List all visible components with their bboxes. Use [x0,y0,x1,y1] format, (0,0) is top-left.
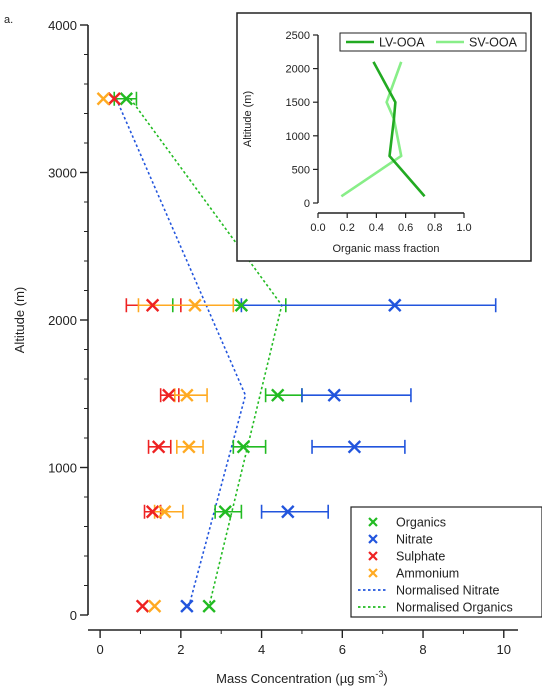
error-bar-nitrate [301,388,412,403]
legend-frame [350,506,542,618]
y-tick-label: 2000 [48,313,77,328]
legend-label: Sulphate [396,550,445,564]
marker-nitrate [180,599,194,613]
inset-chart: 0 500 1000 1500 2000 2500 0.0 0.2 0.4 0.6 0.8 1.0 Or… [236,12,532,262]
legend-item-organics: Organics [368,516,446,530]
inset-x-tick-label: 1.0 [456,222,471,234]
inset-line-lv-ooa [372,61,426,198]
y-tick-label: 0 [70,608,77,623]
x-tick-label: 0 [96,642,103,657]
legend-label: Normalised Nitrate [396,584,500,598]
legend-label: Normalised Organics [396,601,513,615]
marker-ammonium [188,298,202,312]
error-bar-nitrate [240,298,497,313]
panel-label: a. [4,14,13,26]
inset-y-tick-label: 0 [304,198,310,210]
legend-label: Nitrate [396,533,433,547]
marker-sulphate [151,440,166,454]
error-bar-nitrate [311,439,406,454]
y-tick-label: 1000 [48,461,77,476]
x-tick-label: 6 [339,642,346,657]
x-tick-label: 4 [258,642,265,657]
main-chart: 0 1000 2000 3000 4000 0 2 4 6 8 10 Mass Concentrati… [12,18,542,686]
inset-legend-item-lv-ooa: LV-OOA [346,36,425,50]
y-tick-label: 4000 [48,18,77,33]
y-tick-label: 3000 [48,166,77,181]
marker-sulphate [162,388,176,402]
marker-organics [202,599,216,613]
inset-legend-label: LV-OOA [379,36,425,50]
marker-ammonium [180,388,194,402]
inset-x-tick-label: 0.4 [369,222,384,234]
inset-x-tick-label: 0.6 [398,222,413,234]
inset-legend-item-sv-ooa: SV-OOA [436,36,518,50]
inset-lines [340,61,426,198]
inset-x-axis-label: Organic mass fraction [333,243,440,255]
marker-ammonium [147,599,162,613]
inset-frame [236,12,532,262]
x-axis-label: Mass Concentration (µg sm-3) [216,669,388,686]
x-tick-label: 2 [177,642,184,657]
marker-nitrate [281,505,295,519]
legend-marker [368,551,378,561]
marker-ammonium [182,440,196,454]
marker-organics [271,388,285,402]
marker-sulphate [145,298,160,312]
legend-label: Organics [396,516,446,530]
marker-organics [218,505,232,519]
legend-item-ammonium: Ammonium [368,567,459,581]
marker-organics [234,298,249,312]
main-legend: Organics Nitrate Sulphate Ammonium Normalise… [350,506,542,618]
legend-item-sulphate: Sulphate [368,550,445,564]
marker-nitrate [388,298,402,312]
inset-y-tick-label: 500 [292,164,310,176]
legend-item-normalised-organics: Normalised Organics [358,601,513,615]
inset-x-tick-label: 0.8 [427,222,442,234]
marker-nitrate [327,388,341,402]
y-axis-label: Altitude (m) [12,287,27,353]
marker-organics [119,92,134,106]
marker-sulphate [135,599,150,613]
data-markers [96,92,402,613]
inset-legend: LV-OOA SV-OOA [339,32,527,52]
inset-legend-label: SV-OOA [469,36,518,50]
inset-legend-frame [339,32,527,52]
error-bar-organics [232,439,267,454]
legend-item-normalised-nitrate: Normalised Nitrate [358,584,500,598]
main-axes: 0 1000 2000 3000 4000 0 2 4 6 8 10 Mass Concentrati… [12,18,518,686]
inset-y-tick-label: 2000 [286,64,310,76]
error-bar-ammonium [153,504,184,519]
marker-sulphate [145,505,160,519]
legend-marker [368,534,378,544]
inset-x-tick-label: 0.2 [340,222,355,234]
inset-y-tick-label: 1500 [286,97,310,109]
inset-y-tick-label: 2500 [286,30,310,42]
inset-y-tick-label: 1000 [286,131,310,143]
legend-marker [368,568,378,578]
error-bar-organics [214,504,243,519]
legend-item-nitrate: Nitrate [368,533,433,547]
legend-label: Ammonium [396,567,459,581]
inset-y-axis-label: Altitude (m) [242,91,254,147]
inset-x-tick-label: 0.0 [310,222,325,234]
marker-ammonium [96,92,111,106]
error-bars [113,91,497,519]
x-tick-label: 10 [497,642,511,657]
x-tick-label: 8 [419,642,426,657]
inset-axes: 0 500 1000 1500 2000 2500 0.0 0.2 0.4 0.6 0.8 1.0 Or… [242,30,472,255]
marker-organics [236,440,251,454]
marker-sulphate [107,92,121,106]
marker-ammonium [158,505,172,519]
marker-nitrate [347,440,362,454]
line-normalised-nitrate [115,98,247,607]
error-bar-nitrate [260,504,329,519]
legend-marker [368,517,378,527]
